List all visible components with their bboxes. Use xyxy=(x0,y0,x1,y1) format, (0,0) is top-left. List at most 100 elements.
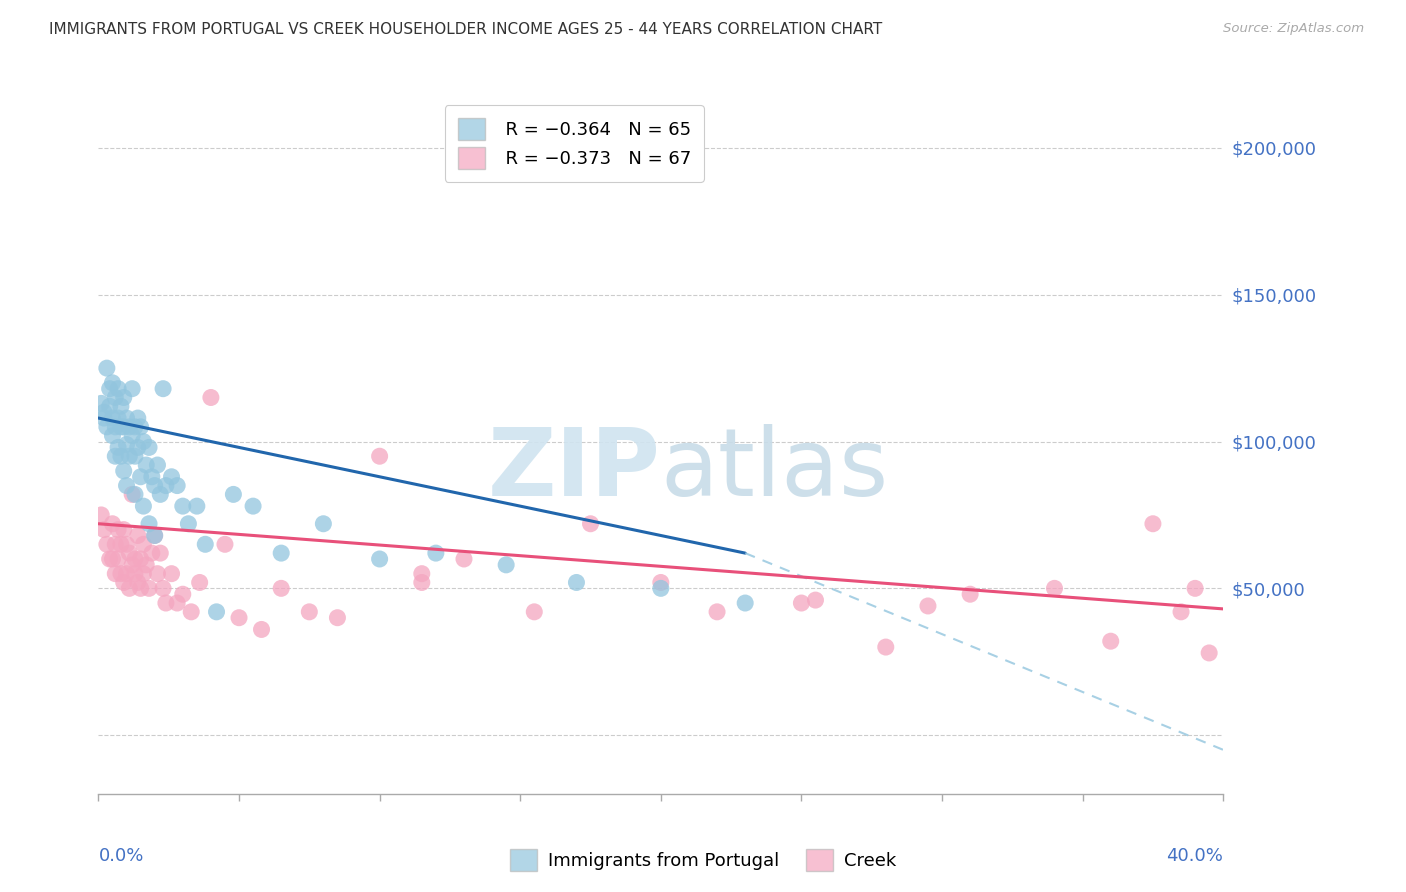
Point xyxy=(146,458,169,472)
Point xyxy=(121,558,143,572)
Point xyxy=(523,605,546,619)
Point xyxy=(146,566,169,581)
Point xyxy=(149,546,172,560)
Point xyxy=(112,575,135,590)
Point xyxy=(565,575,588,590)
Point xyxy=(107,382,129,396)
Point xyxy=(129,469,152,483)
Point xyxy=(160,566,183,581)
Point xyxy=(312,516,335,531)
Point xyxy=(101,411,124,425)
Point xyxy=(101,376,124,390)
Point xyxy=(121,428,143,442)
Point xyxy=(96,420,118,434)
Point xyxy=(368,552,391,566)
Point xyxy=(132,537,155,551)
Point xyxy=(90,508,112,522)
Point xyxy=(250,623,273,637)
Point xyxy=(124,552,146,566)
Point xyxy=(124,566,146,581)
Point xyxy=(101,552,124,566)
Point xyxy=(138,582,160,596)
Text: Source: ZipAtlas.com: Source: ZipAtlas.com xyxy=(1223,22,1364,36)
Point xyxy=(104,449,127,463)
Text: atlas: atlas xyxy=(661,424,889,516)
Point xyxy=(96,537,118,551)
Point xyxy=(127,411,149,425)
Point xyxy=(93,405,115,419)
Point xyxy=(124,487,146,501)
Text: 40.0%: 40.0% xyxy=(1167,847,1223,864)
Point xyxy=(107,441,129,455)
Point xyxy=(101,428,124,442)
Point xyxy=(132,499,155,513)
Point xyxy=(228,610,250,624)
Point xyxy=(127,575,149,590)
Point xyxy=(98,382,121,396)
Point xyxy=(155,478,177,492)
Point xyxy=(495,558,517,572)
Point xyxy=(143,478,166,492)
Point xyxy=(115,537,138,551)
Point xyxy=(129,582,152,596)
Point xyxy=(118,420,141,434)
Point xyxy=(177,516,200,531)
Point xyxy=(453,552,475,566)
Point xyxy=(115,478,138,492)
Point xyxy=(959,587,981,601)
Point xyxy=(650,575,672,590)
Point xyxy=(104,420,127,434)
Point xyxy=(115,566,138,581)
Point xyxy=(118,546,141,560)
Point xyxy=(107,411,129,425)
Point xyxy=(1099,634,1122,648)
Point xyxy=(118,449,141,463)
Point xyxy=(112,464,135,478)
Point xyxy=(143,528,166,542)
Point xyxy=(98,399,121,413)
Point xyxy=(270,582,292,596)
Point xyxy=(1142,516,1164,531)
Point xyxy=(104,566,127,581)
Legend: Immigrants from Portugal, Creek: Immigrants from Portugal, Creek xyxy=(502,842,904,879)
Point xyxy=(138,516,160,531)
Point xyxy=(242,499,264,513)
Point xyxy=(112,523,135,537)
Point xyxy=(1043,582,1066,596)
Point xyxy=(110,537,132,551)
Point xyxy=(135,558,157,572)
Point xyxy=(917,599,939,613)
Point xyxy=(194,537,217,551)
Point xyxy=(200,391,222,405)
Point xyxy=(110,449,132,463)
Point xyxy=(1198,646,1220,660)
Point xyxy=(112,391,135,405)
Point xyxy=(115,437,138,451)
Point xyxy=(579,516,602,531)
Point xyxy=(160,469,183,483)
Point xyxy=(141,546,163,560)
Point xyxy=(650,582,672,596)
Point xyxy=(141,469,163,483)
Point xyxy=(135,458,157,472)
Point xyxy=(790,596,813,610)
Point xyxy=(93,411,115,425)
Point xyxy=(127,528,149,542)
Point xyxy=(107,552,129,566)
Point xyxy=(188,575,211,590)
Point xyxy=(166,596,188,610)
Point xyxy=(411,566,433,581)
Point xyxy=(121,487,143,501)
Point xyxy=(124,420,146,434)
Point xyxy=(326,610,349,624)
Point xyxy=(804,593,827,607)
Point xyxy=(124,449,146,463)
Point xyxy=(172,499,194,513)
Point xyxy=(98,552,121,566)
Text: ZIP: ZIP xyxy=(488,424,661,516)
Point xyxy=(155,596,177,610)
Point xyxy=(112,420,135,434)
Point xyxy=(104,537,127,551)
Point xyxy=(1170,605,1192,619)
Point xyxy=(706,605,728,619)
